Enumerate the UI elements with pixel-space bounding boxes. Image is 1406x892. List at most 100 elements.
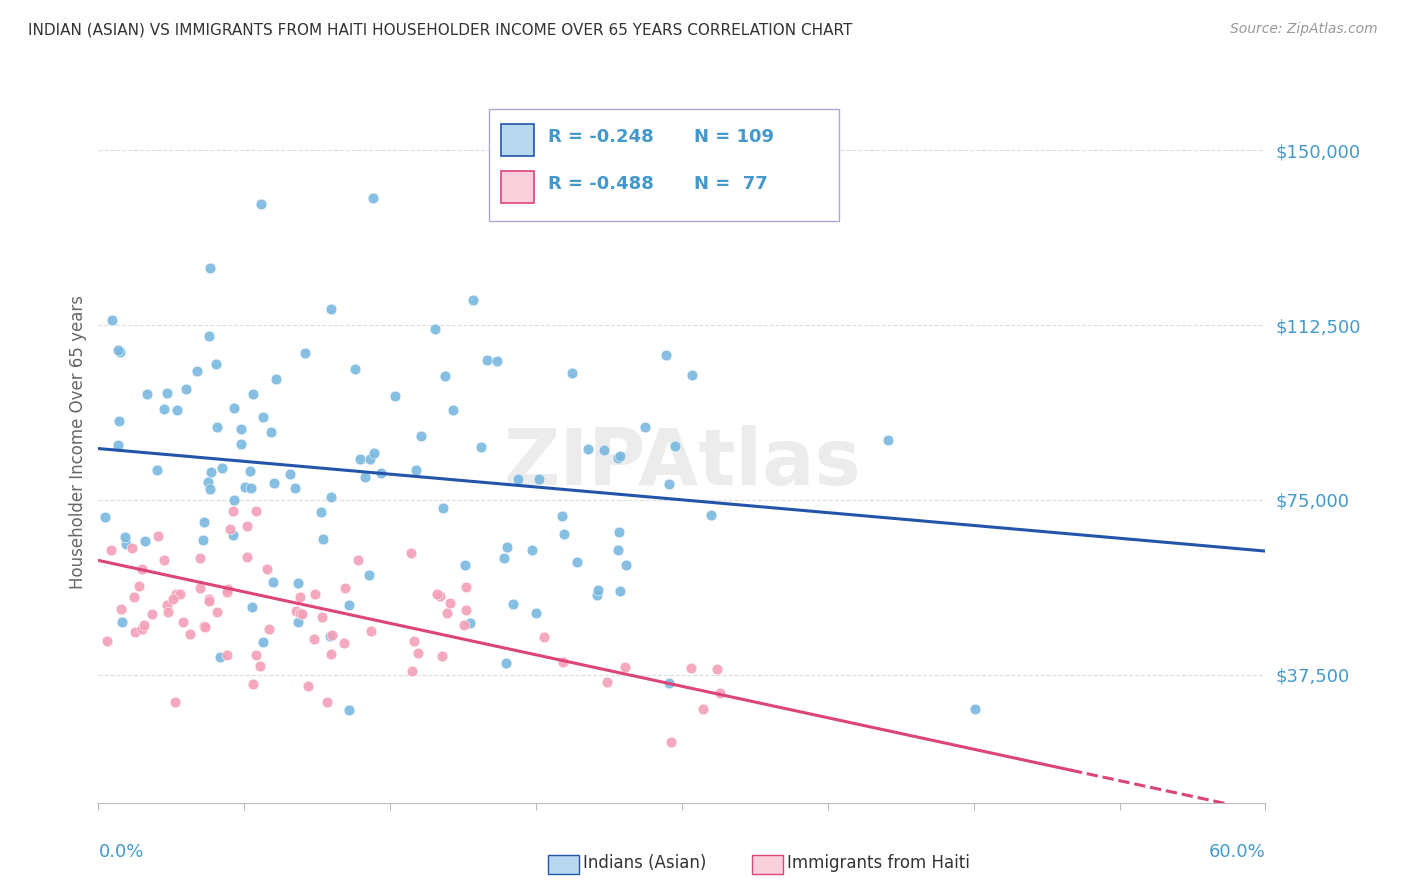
Point bbox=[709, 686, 731, 700]
Point bbox=[321, 301, 343, 316]
Point bbox=[110, 601, 132, 615]
Point bbox=[256, 562, 278, 576]
Point bbox=[401, 546, 423, 560]
Point bbox=[486, 354, 509, 368]
Point bbox=[252, 409, 274, 424]
Point bbox=[134, 534, 156, 549]
Point bbox=[197, 475, 219, 490]
Point bbox=[453, 617, 475, 632]
Point bbox=[658, 676, 681, 690]
Point bbox=[193, 515, 215, 529]
Point bbox=[249, 658, 271, 673]
Point bbox=[108, 345, 131, 359]
Point bbox=[107, 414, 129, 428]
Point bbox=[586, 582, 609, 597]
Text: ZIPAtlas: ZIPAtlas bbox=[503, 425, 860, 501]
Point bbox=[172, 615, 194, 630]
Point bbox=[430, 648, 453, 663]
Text: Immigrants from Haiti: Immigrants from Haiti bbox=[787, 855, 970, 872]
Point bbox=[291, 607, 314, 621]
Point bbox=[533, 630, 555, 644]
Text: N = 109: N = 109 bbox=[693, 128, 773, 145]
Point bbox=[353, 469, 375, 483]
Point bbox=[357, 568, 380, 582]
Point bbox=[319, 648, 342, 662]
Point bbox=[405, 463, 427, 477]
Point bbox=[333, 581, 356, 595]
Point bbox=[311, 609, 333, 624]
Point bbox=[115, 537, 138, 551]
Text: R = -0.248: R = -0.248 bbox=[548, 128, 654, 145]
Point bbox=[222, 504, 245, 518]
Point bbox=[209, 650, 232, 665]
Point bbox=[495, 656, 517, 670]
Point bbox=[94, 509, 117, 524]
Point bbox=[567, 555, 589, 569]
Point bbox=[655, 348, 678, 362]
Point bbox=[169, 587, 191, 601]
Point bbox=[406, 646, 429, 660]
Point bbox=[186, 364, 208, 378]
Point bbox=[576, 442, 599, 456]
Point bbox=[132, 618, 155, 632]
FancyBboxPatch shape bbox=[501, 170, 534, 203]
FancyBboxPatch shape bbox=[501, 124, 534, 156]
Point bbox=[606, 450, 628, 465]
Point bbox=[124, 625, 146, 640]
Point bbox=[287, 575, 309, 590]
Point bbox=[219, 523, 242, 537]
Point bbox=[215, 648, 238, 663]
Point bbox=[347, 553, 370, 567]
Point bbox=[613, 660, 636, 674]
Point bbox=[302, 632, 325, 646]
Point bbox=[257, 623, 280, 637]
Point bbox=[197, 594, 219, 608]
Point bbox=[524, 606, 547, 620]
Point bbox=[211, 461, 233, 475]
Point bbox=[319, 490, 342, 504]
Point bbox=[240, 600, 263, 615]
Point bbox=[153, 401, 176, 416]
Point bbox=[107, 438, 129, 452]
Point bbox=[174, 382, 197, 396]
Point bbox=[135, 386, 157, 401]
Point bbox=[495, 540, 517, 554]
Point bbox=[454, 558, 477, 573]
Point bbox=[294, 345, 316, 359]
Point bbox=[492, 551, 515, 566]
Point bbox=[508, 472, 530, 486]
Point bbox=[370, 466, 392, 480]
Point bbox=[156, 598, 179, 612]
Point bbox=[349, 452, 371, 467]
Point bbox=[236, 519, 259, 533]
Point bbox=[260, 425, 283, 439]
Point bbox=[284, 481, 307, 495]
Text: INDIAN (ASIAN) VS IMMIGRANTS FROM HAITI HOUSEHOLDER INCOME OVER 65 YEARS CORRELA: INDIAN (ASIAN) VS IMMIGRANTS FROM HAITI … bbox=[28, 22, 852, 37]
Point bbox=[165, 695, 187, 709]
Point bbox=[222, 401, 245, 416]
Point bbox=[411, 429, 433, 443]
Point bbox=[553, 526, 575, 541]
Point bbox=[249, 197, 271, 211]
Point bbox=[363, 446, 385, 460]
Point bbox=[236, 550, 259, 565]
Point bbox=[191, 533, 214, 547]
Point bbox=[165, 587, 187, 601]
Point bbox=[359, 452, 381, 467]
Point bbox=[114, 530, 136, 544]
Point bbox=[681, 661, 703, 675]
Point bbox=[561, 366, 583, 380]
Point bbox=[198, 482, 221, 496]
Point bbox=[188, 581, 211, 595]
Text: R = -0.488: R = -0.488 bbox=[548, 175, 654, 193]
Point bbox=[551, 509, 574, 524]
Point bbox=[304, 587, 326, 601]
Point bbox=[963, 702, 986, 716]
Point bbox=[217, 582, 239, 596]
Point bbox=[222, 528, 245, 542]
Point bbox=[198, 260, 221, 275]
Point bbox=[128, 579, 150, 593]
Point bbox=[266, 372, 288, 386]
Point bbox=[432, 501, 454, 516]
Point bbox=[664, 439, 686, 453]
